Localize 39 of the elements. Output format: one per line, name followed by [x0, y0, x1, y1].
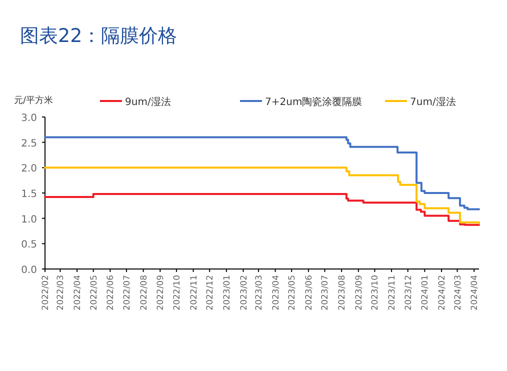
x-tick-label: 2022/05 — [89, 275, 100, 310]
x-tick-label: 2023/02 — [239, 275, 250, 310]
y-tick-label: 1.0 — [21, 214, 37, 226]
x-tick-label: 2022/08 — [139, 275, 150, 310]
x-tick-label: 2024/04 — [470, 275, 480, 310]
x-tick-label: 2022/06 — [106, 275, 116, 310]
legend-label: 9um/湿法 — [125, 96, 171, 108]
x-tick-label: 2022/12 — [206, 275, 216, 310]
x-tick-label: 2023/03 — [254, 275, 264, 310]
y-tick-label: 0.5 — [21, 240, 37, 251]
x-tick-label: 2022/07 — [122, 275, 132, 310]
x-tick-label: 2022/09 — [156, 275, 166, 310]
x-tick-label: 2022/04 — [73, 275, 84, 310]
x-tick-label: 2023/09 — [354, 275, 364, 310]
y-tick-label: 2.0 — [21, 164, 37, 175]
x-tick-label: 2022/11 — [189, 275, 200, 310]
x-tick-label: 2022/02 — [41, 275, 51, 310]
x-tick-label: 2023/11 — [388, 275, 398, 310]
y-tick-label: 0.0 — [21, 265, 37, 276]
y-tick-label: 3.0 — [21, 113, 37, 124]
x-tick-label: 2023/04 — [271, 275, 282, 310]
x-tick-label: 2024/02 — [438, 275, 448, 310]
x-tick-label: 2023/01 — [222, 275, 232, 310]
x-tick-label: 2024/03 — [453, 275, 464, 310]
legend-label: 7um/湿法 — [410, 96, 456, 108]
x-tick-label: 2022/10 — [172, 275, 182, 310]
y-axis-title: 元/平方米 — [14, 95, 54, 106]
x-tick-label: 2023/10 — [370, 275, 381, 310]
x-tick-label: 2023/07 — [320, 275, 331, 310]
y-tick-label: 2.5 — [21, 138, 37, 150]
x-tick-label: 2023/06 — [304, 275, 314, 310]
chart-title: 图表22：隔膜价格 — [20, 25, 178, 47]
legend-label: 7+2um陶瓷涂覆隔膜 — [265, 96, 362, 108]
x-tick-label: 2024/01 — [420, 275, 431, 310]
x-tick-label: 2023/08 — [338, 275, 348, 310]
x-tick-label: 2023/05 — [288, 275, 298, 310]
x-tick-label: 2022/03 — [56, 275, 66, 310]
y-tick-label: 1.5 — [21, 189, 37, 200]
x-tick-label: 2023/12 — [404, 275, 414, 310]
